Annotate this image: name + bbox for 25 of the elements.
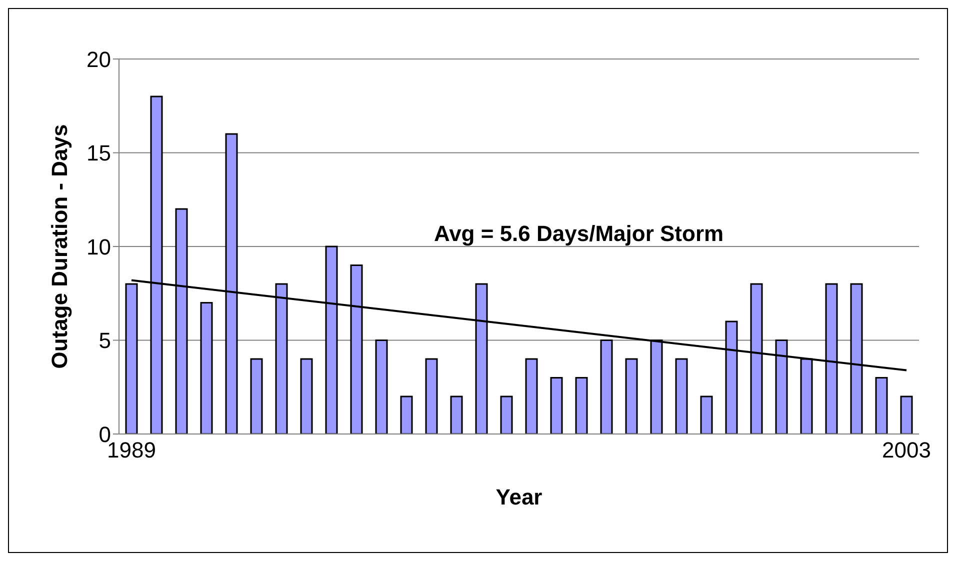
- bar: [900, 396, 913, 434]
- annotation: Avg = 5.6 Days/Major Storm: [434, 221, 724, 247]
- bar: [300, 358, 313, 434]
- bar: [550, 377, 563, 434]
- bar: [375, 340, 388, 434]
- bar: [575, 377, 588, 434]
- y-axis-title: Outage Duration - Days: [46, 124, 72, 369]
- bar: [700, 396, 713, 434]
- bar: [425, 358, 438, 434]
- bar: [400, 396, 413, 434]
- bar: [200, 302, 213, 434]
- bar: [875, 377, 888, 434]
- bar: [625, 358, 638, 434]
- bar: [675, 358, 688, 434]
- bar: [525, 358, 538, 434]
- y-tick-label: 20: [86, 46, 111, 72]
- x-tick-label: 2003: [882, 438, 931, 463]
- y-tick-label: 15: [86, 140, 111, 166]
- bar: [600, 340, 613, 434]
- y-tick-label: 5: [98, 328, 111, 354]
- bar: [450, 396, 463, 434]
- bar: [500, 396, 513, 434]
- x-axis-title: Year: [496, 484, 543, 510]
- y-tick-label: 10: [86, 234, 111, 260]
- bar: [250, 358, 263, 434]
